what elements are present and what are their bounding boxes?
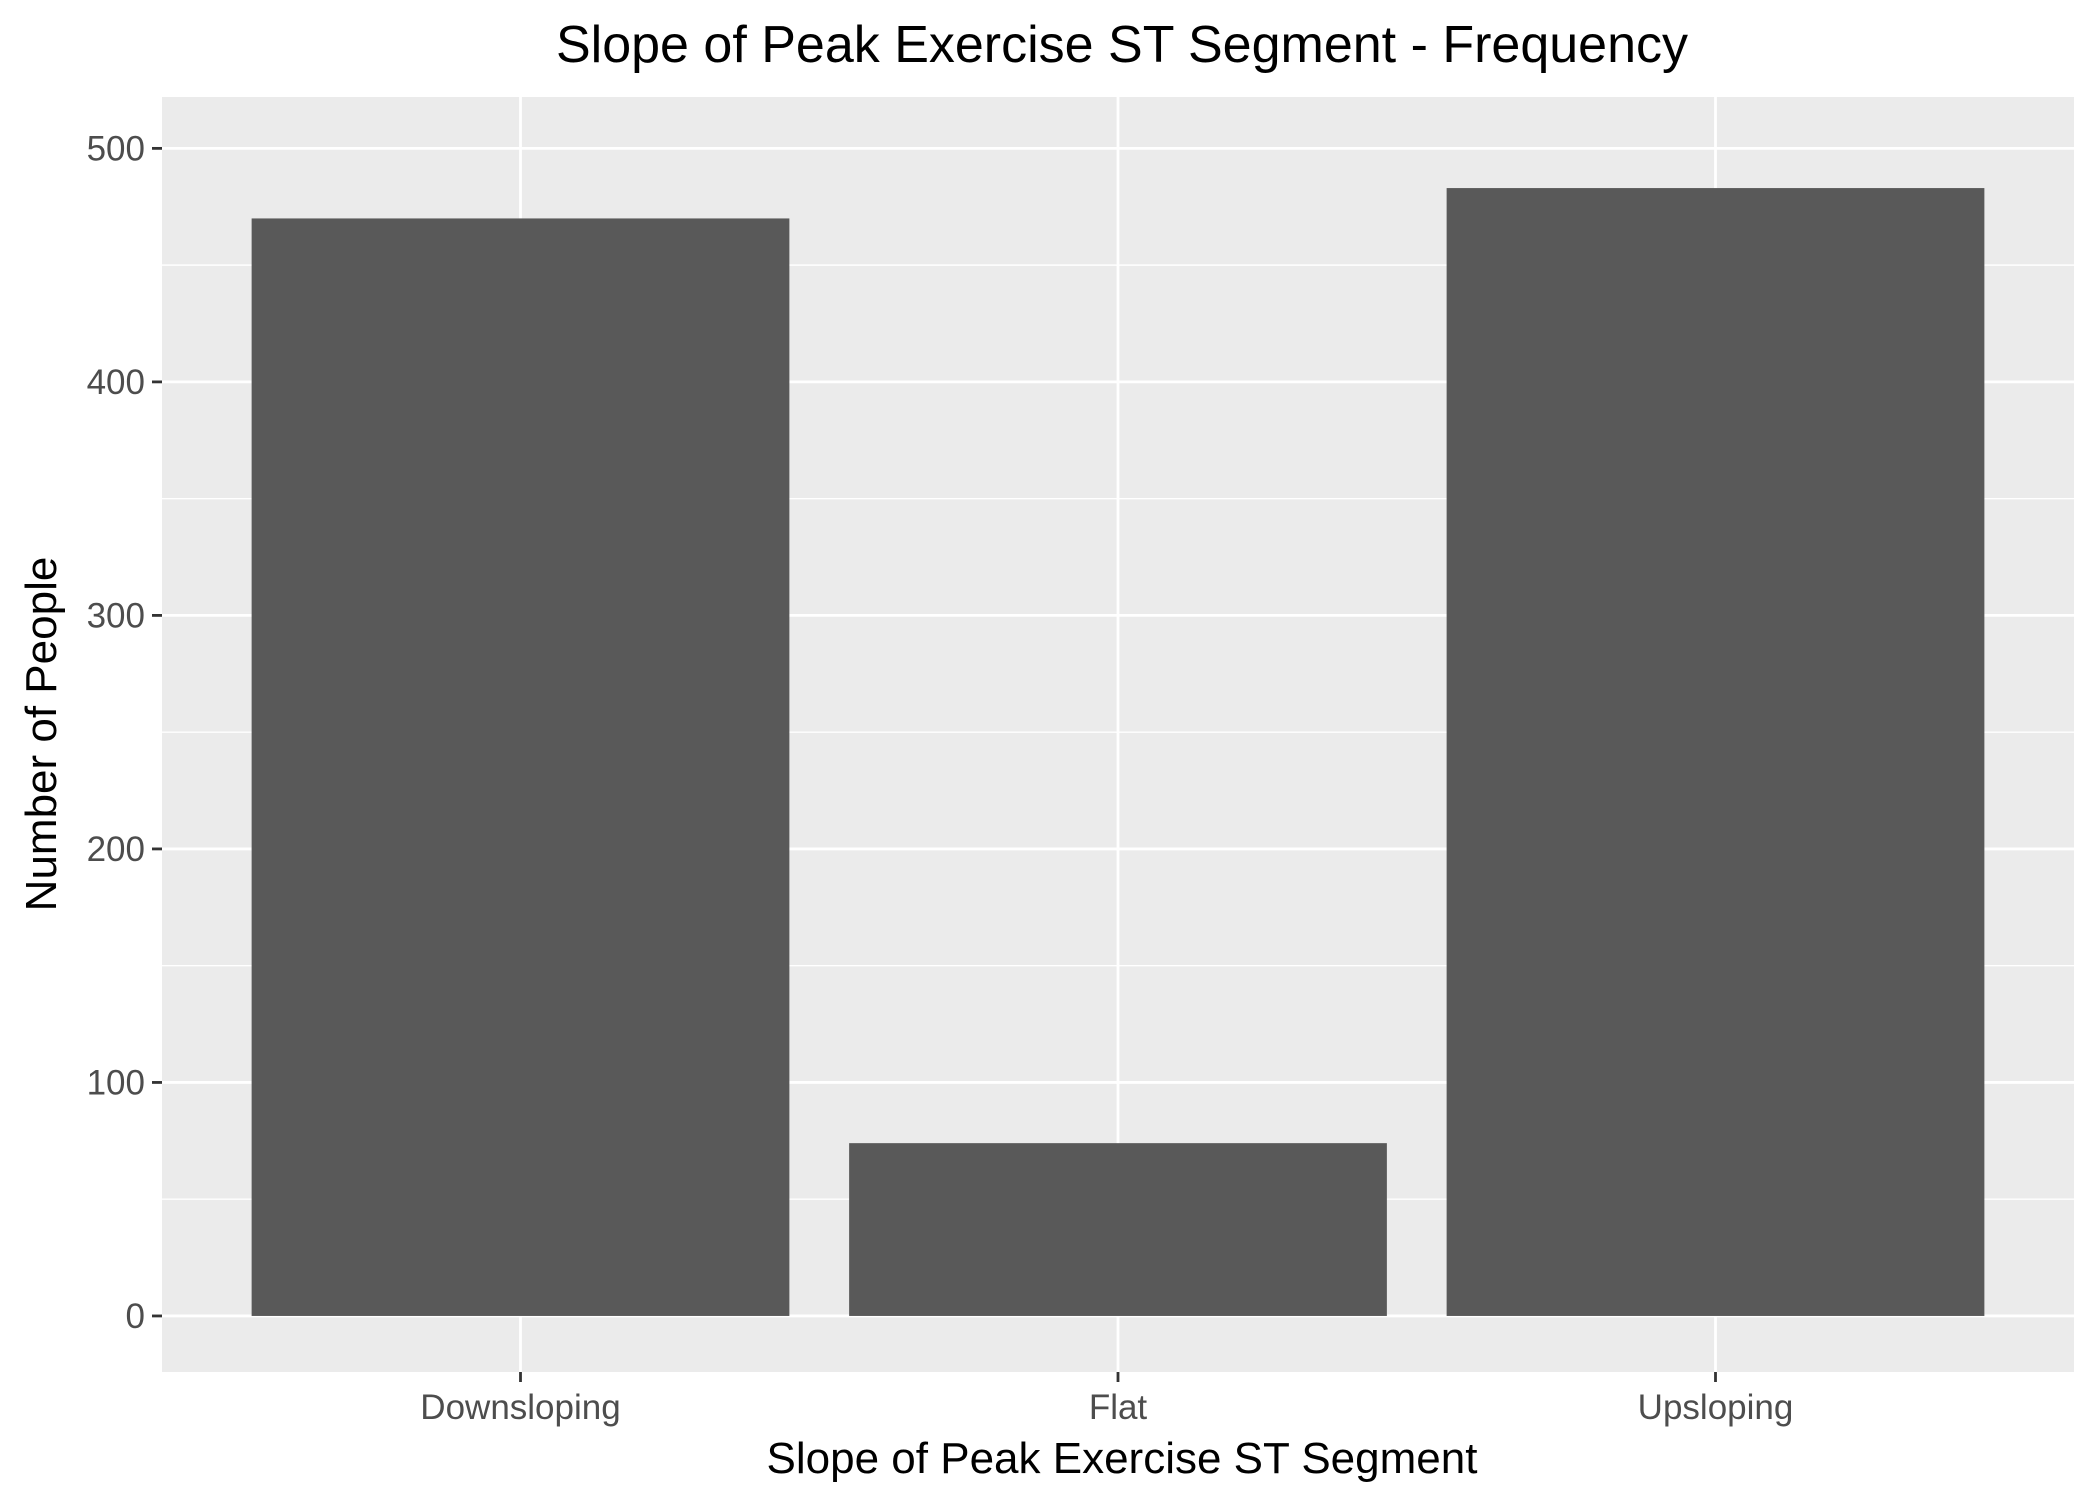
bar-flat — [849, 1143, 1387, 1316]
y-axis: 0 100 200 300 400 500 — [87, 129, 162, 1336]
y-tick-label: 300 — [87, 596, 145, 635]
bar-downsloping — [251, 218, 790, 1316]
x-axis-title: Slope of Peak Exercise ST Segment — [767, 1434, 1478, 1483]
y-tick-label: 200 — [87, 830, 145, 869]
x-axis: Downsloping Flat Upsloping — [420, 1372, 1793, 1427]
y-tick-label: 400 — [87, 363, 145, 402]
y-tick-label: 0 — [126, 1297, 145, 1336]
bars — [251, 188, 1985, 1316]
y-tick-label: 100 — [87, 1063, 145, 1102]
bar-upsloping — [1446, 188, 1985, 1316]
x-tick-label: Flat — [1089, 1388, 1148, 1427]
x-tick-label: Upsloping — [1638, 1388, 1794, 1427]
y-tick-label: 500 — [87, 129, 145, 168]
x-tick-label: Downsloping — [420, 1388, 620, 1427]
y-axis-title: Number of People — [17, 557, 66, 912]
chart-title: Slope of Peak Exercise ST Segment - Freq… — [556, 16, 1688, 74]
